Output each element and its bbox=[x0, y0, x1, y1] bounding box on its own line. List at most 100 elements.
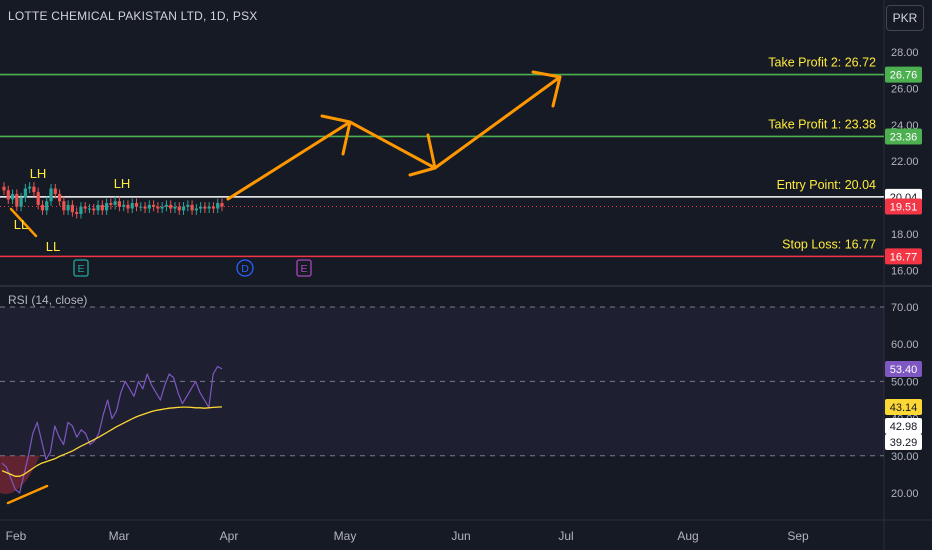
candle-body bbox=[139, 206, 143, 208]
price-tick-label: 16.00 bbox=[891, 265, 919, 277]
event-marker-earnings[interactable] bbox=[296, 259, 312, 277]
rsi-tick-label: 30.00 bbox=[891, 451, 919, 463]
candle-body bbox=[40, 204, 45, 211]
time-tick-label: Jun bbox=[451, 529, 470, 543]
time-tick-label: Feb bbox=[6, 529, 27, 543]
candle-body bbox=[53, 188, 57, 194]
time-tick-label: Apr bbox=[220, 529, 239, 543]
candle-body bbox=[203, 206, 207, 209]
event-marker-label: D bbox=[241, 263, 249, 275]
time-axis[interactable]: Feb Mar Apr May Jun Jul Aug Sep bbox=[6, 529, 809, 543]
candle-body bbox=[156, 206, 160, 209]
pattern-annotations: LH LH LL LL bbox=[14, 166, 131, 254]
candle-body bbox=[152, 204, 156, 207]
last-price-tag bbox=[885, 198, 922, 215]
candle-body bbox=[199, 206, 203, 209]
candle-body bbox=[207, 206, 211, 209]
rsi-tick-label: 20.00 bbox=[891, 488, 919, 500]
candle-body bbox=[186, 204, 190, 207]
candle-body bbox=[169, 204, 173, 209]
level-price-tag-text: 26.76 bbox=[890, 70, 918, 82]
candle-body bbox=[75, 212, 79, 214]
candle-body bbox=[92, 208, 96, 211]
candle-body bbox=[87, 208, 92, 210]
price-tick-label: 26.00 bbox=[891, 83, 919, 95]
rsi-value-tag bbox=[885, 399, 922, 415]
price-levels: Take Profit 2: 26.72 Take Profit 1: 23.38… bbox=[0, 56, 884, 258]
last-price-tag-text: 19.51 bbox=[890, 202, 918, 214]
candle-body bbox=[122, 204, 126, 207]
candle-body bbox=[83, 206, 87, 209]
rsi-tick-label: 60.00 bbox=[891, 339, 919, 351]
candle-body bbox=[130, 203, 134, 209]
price-tick-label: 28.00 bbox=[891, 47, 919, 59]
candle-body bbox=[164, 204, 169, 207]
candle-body bbox=[109, 203, 113, 205]
currency-button[interactable]: PKR bbox=[886, 5, 924, 31]
price-axis[interactable]: 16.0018.0020.0022.0024.0026.0028.0020.00… bbox=[885, 47, 922, 500]
price-tick-label: 22.00 bbox=[891, 156, 919, 168]
rsi-trendline bbox=[6, 484, 49, 505]
candle-body bbox=[177, 206, 181, 211]
rsi-value-tag bbox=[885, 361, 922, 377]
candle-body bbox=[181, 206, 186, 211]
arrowhead bbox=[320, 114, 352, 156]
pattern-label: LH bbox=[114, 176, 131, 191]
level-price-tag-text: 16.77 bbox=[890, 251, 918, 263]
rsi-tick-label: 50.00 bbox=[891, 376, 919, 388]
level-label: Entry Point: 20.04 bbox=[777, 178, 876, 192]
candle-body bbox=[62, 201, 66, 211]
lower-low-trendline bbox=[9, 207, 38, 238]
candle-body bbox=[79, 206, 83, 214]
candle-body bbox=[32, 186, 36, 193]
time-tick-label: Mar bbox=[109, 529, 130, 543]
candle-body bbox=[173, 206, 177, 209]
rsi-title: RSI (14, close) bbox=[8, 293, 88, 307]
pattern-label: LL bbox=[14, 217, 28, 232]
candle-body bbox=[104, 203, 109, 211]
rsi-value-tag-text: 43.14 bbox=[890, 402, 918, 414]
time-tick-label: Jul bbox=[558, 529, 573, 543]
candle-body bbox=[220, 203, 224, 207]
event-marker-label: E bbox=[300, 263, 307, 275]
rsi-ma-line bbox=[1, 406, 223, 477]
rsi-oversold-fill bbox=[0, 455, 40, 495]
rsi-tick-label: 70.00 bbox=[891, 302, 919, 314]
level-price-tag bbox=[885, 128, 922, 145]
rsi-line bbox=[1, 365, 223, 494]
candle-body bbox=[70, 204, 74, 213]
candle-body bbox=[15, 193, 19, 207]
event-marker-dividend[interactable] bbox=[236, 259, 254, 277]
time-tick-label: May bbox=[334, 529, 357, 543]
projection-arrows bbox=[9, 70, 562, 238]
arrowhead bbox=[531, 70, 562, 108]
rsi-value-tag-text: 53.40 bbox=[890, 364, 918, 376]
level-label: Stop Loss: 16.77 bbox=[782, 237, 876, 251]
candle-body bbox=[23, 188, 27, 198]
rsi-pane bbox=[0, 306, 884, 505]
time-tick-label: Aug bbox=[677, 529, 698, 543]
event-marker-earnings[interactable] bbox=[73, 259, 89, 277]
candle-body bbox=[190, 204, 194, 211]
rsi-value-tag bbox=[885, 418, 922, 434]
candle-body bbox=[160, 206, 164, 209]
candle-body bbox=[134, 203, 139, 207]
candle-body bbox=[117, 201, 122, 207]
candle-body bbox=[216, 203, 220, 209]
candlestick-series bbox=[2, 182, 224, 219]
level-label: Take Profit 1: 23.38 bbox=[768, 117, 876, 131]
level-label: Take Profit 2: 26.72 bbox=[768, 56, 876, 70]
arrowhead bbox=[408, 133, 437, 177]
candle-body bbox=[2, 186, 6, 191]
candle-body bbox=[36, 192, 40, 205]
candle-body bbox=[113, 201, 117, 205]
candle-body bbox=[126, 204, 130, 209]
candle-body bbox=[10, 193, 15, 200]
pattern-label: LH bbox=[30, 166, 47, 181]
candle-body bbox=[96, 204, 100, 211]
candle-body bbox=[57, 193, 62, 202]
level-price-tag-text: 23.36 bbox=[890, 131, 918, 143]
